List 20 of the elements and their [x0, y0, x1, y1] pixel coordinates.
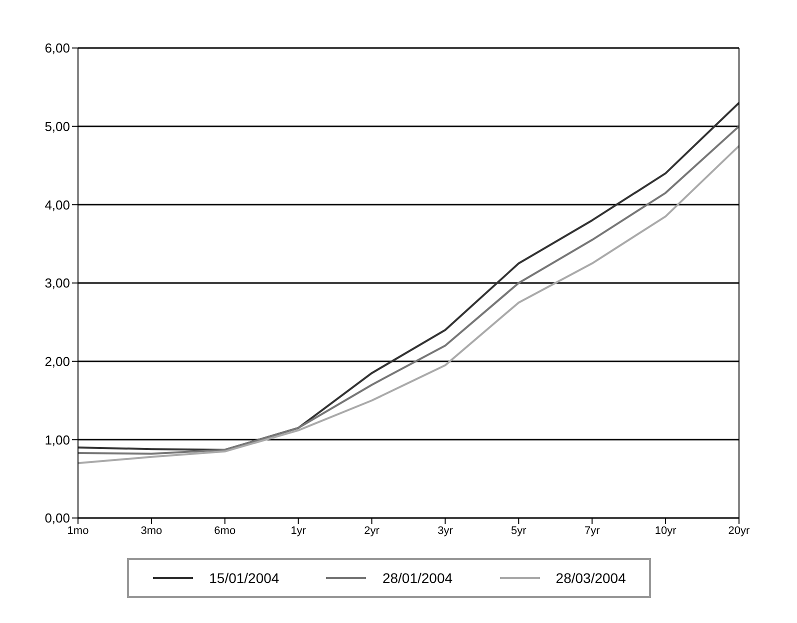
x-tick-label: 10yr [654, 524, 677, 537]
x-tick-label: 6mo [214, 524, 236, 537]
x-tick-label: 3mo [140, 524, 162, 537]
legend-label: 28/03/2004 [554, 570, 626, 586]
y-tick-label: 3,00 [44, 276, 70, 291]
x-tick-label: 1mo [67, 524, 89, 537]
x-tick-label: 3yr [438, 524, 454, 537]
legend-label: 28/01/2004 [381, 570, 453, 586]
legend-label: 15/01/2004 [208, 570, 280, 586]
y-tick-label: 4,00 [44, 197, 70, 212]
x-tick-label: 2yr [364, 524, 380, 537]
x-tick-label: 7yr [584, 524, 600, 537]
x-tick-label: 5yr [511, 524, 527, 537]
y-tick-label: 5,00 [44, 118, 70, 134]
y-tick-label: 6,00 [44, 40, 70, 56]
y-tick-label: 0,00 [44, 510, 70, 526]
x-tick-label: 1yr [290, 524, 306, 537]
x-tick-label: 20yr [728, 524, 750, 537]
y-tick-label: 1,00 [44, 432, 70, 448]
y-tick-label: 2,00 [44, 354, 70, 369]
